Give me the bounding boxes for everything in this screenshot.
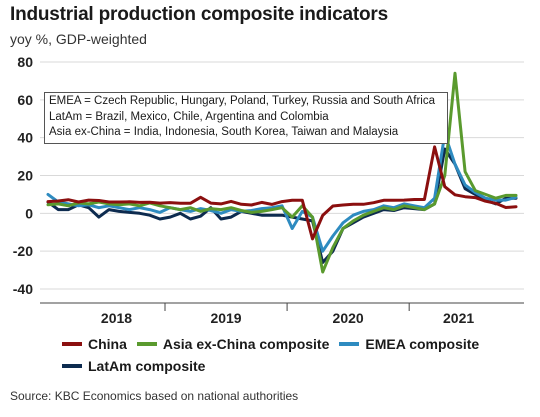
- chart-subtitle: yoy %, GDP-weighted: [10, 31, 147, 47]
- legend-swatch-asia: [136, 342, 157, 346]
- legend-swatch-latam: [62, 364, 82, 368]
- legend-item-latam: LatAm composite: [62, 358, 205, 374]
- y-tick-label: 0: [25, 205, 33, 221]
- x-tick-label: 2020: [333, 310, 364, 326]
- source-note: Source: KBC Economics based on national …: [10, 389, 299, 403]
- y-tick-label: 80: [17, 54, 33, 70]
- definition-latam: LatAm = Brazil, Mexico, Chile, Argentina…: [49, 110, 329, 123]
- y-tick-label: 40: [17, 130, 33, 146]
- definitions-box: EMEA = Czech Republic, Hungary, Poland, …: [44, 92, 448, 144]
- definition-asia: Asia ex-China = India, Indonesia, South …: [49, 126, 399, 138]
- legend-item-asia: Asia ex-China composite: [136, 336, 330, 352]
- x-tick-label: 2021: [443, 310, 474, 326]
- y-tick-label: 60: [17, 92, 33, 108]
- y-tick-label: -20: [13, 243, 33, 259]
- y-tick-label: -40: [13, 281, 33, 297]
- legend-item-emea: EMEA composite: [339, 336, 479, 352]
- legend-label-latam: LatAm composite: [88, 358, 206, 374]
- legend-item-china: China: [62, 336, 127, 352]
- legend-swatch-china: [62, 342, 82, 346]
- x-tick-label: 2019: [210, 310, 241, 326]
- legend-label-emea: EMEA composite: [365, 336, 480, 352]
- y-tick-label: 20: [17, 168, 33, 184]
- x-tick-label: 2018: [101, 310, 132, 326]
- series-line-china: [46, 145, 518, 241]
- series-line-emea-composite: [46, 132, 518, 253]
- definition-emea: EMEA = Czech Republic, Hungary, Poland, …: [49, 95, 435, 107]
- chart-title: Industrial production composite indicato…: [10, 4, 388, 25]
- chart-legend: China Asia ex-China composite EMEA compo…: [62, 333, 532, 377]
- series-line-asia-ex-china-composite: [46, 71, 518, 274]
- legend-label-asia: Asia ex-China composite: [162, 336, 330, 352]
- legend-label-china: China: [88, 336, 127, 352]
- legend-swatch-emea: [339, 342, 360, 346]
